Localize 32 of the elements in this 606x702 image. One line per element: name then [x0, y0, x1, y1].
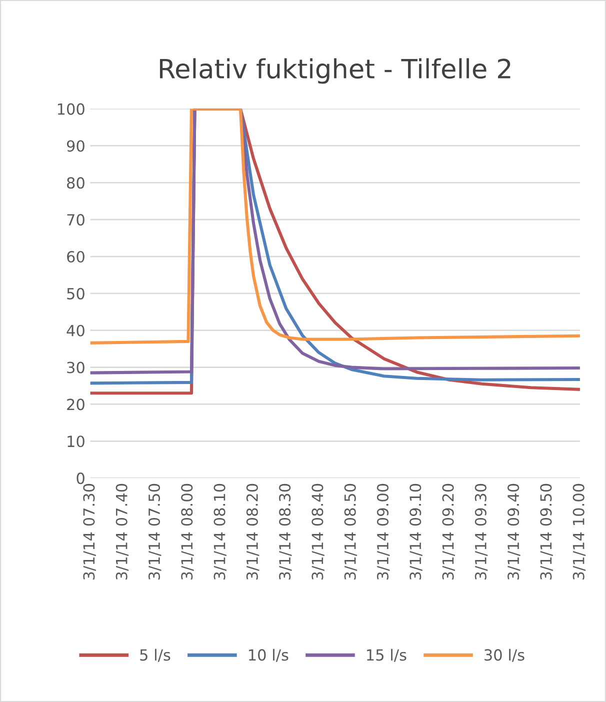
x-tick-label: 3/1/14 09.40 [508, 484, 520, 580]
y-tick-label: 10 [68, 436, 84, 448]
y-tick-label: 0 [76, 472, 84, 484]
x-tick-label: 3/1/14 08.20 [246, 484, 260, 580]
x-tick-label: 3/1/14 09.30 [474, 484, 488, 580]
x-tick-label: 3/1/14 07.40 [116, 484, 129, 580]
y-tick-label: 90 [66, 140, 84, 152]
x-tick-label: 3/1/14 10.00 [572, 484, 586, 580]
legend-label: 30 l/s [484, 648, 524, 662]
x-tick-label: 3/1/14 08.10 [214, 484, 226, 580]
y-tick-label: 100 [58, 103, 84, 115]
x-tick-label: 3/1/14 09.20 [442, 484, 456, 580]
legend-label: 15 l/s [367, 648, 406, 662]
y-tick-label: 40 [66, 324, 84, 336]
y-tick-label: 20 [67, 398, 84, 410]
y-tick-label: 30 [67, 362, 84, 374]
y-tick-label: 60 [67, 250, 84, 263]
x-tick-label: 3/1/14 07.30 [83, 484, 96, 580]
x-tick-label: 3/1/14 08.30 [279, 484, 292, 580]
y-tick-label: 80 [67, 177, 84, 189]
x-tick-label: 3/1/14 09.10 [410, 484, 422, 580]
x-tick-label: 3/1/14 09.50 [540, 484, 553, 580]
x-tick-label: 3/1/14 08.50 [344, 484, 358, 580]
legend-label: 5 l/s [140, 648, 170, 662]
chart-title: Relativ fuktighet - Tilfelle 2 [160, 58, 510, 84]
y-tick-label: 70 [67, 214, 84, 226]
x-tick-label: 3/1/14 09.00 [376, 484, 390, 580]
x-tick-label: 3/1/14 08.00 [181, 484, 194, 580]
legend-label: 10 l/s [249, 648, 288, 662]
x-tick-label: 3/1/14 08.40 [312, 484, 324, 580]
x-tick-label: 3/1/14 07.50 [148, 484, 162, 580]
y-tick-label: 50 [67, 288, 84, 300]
